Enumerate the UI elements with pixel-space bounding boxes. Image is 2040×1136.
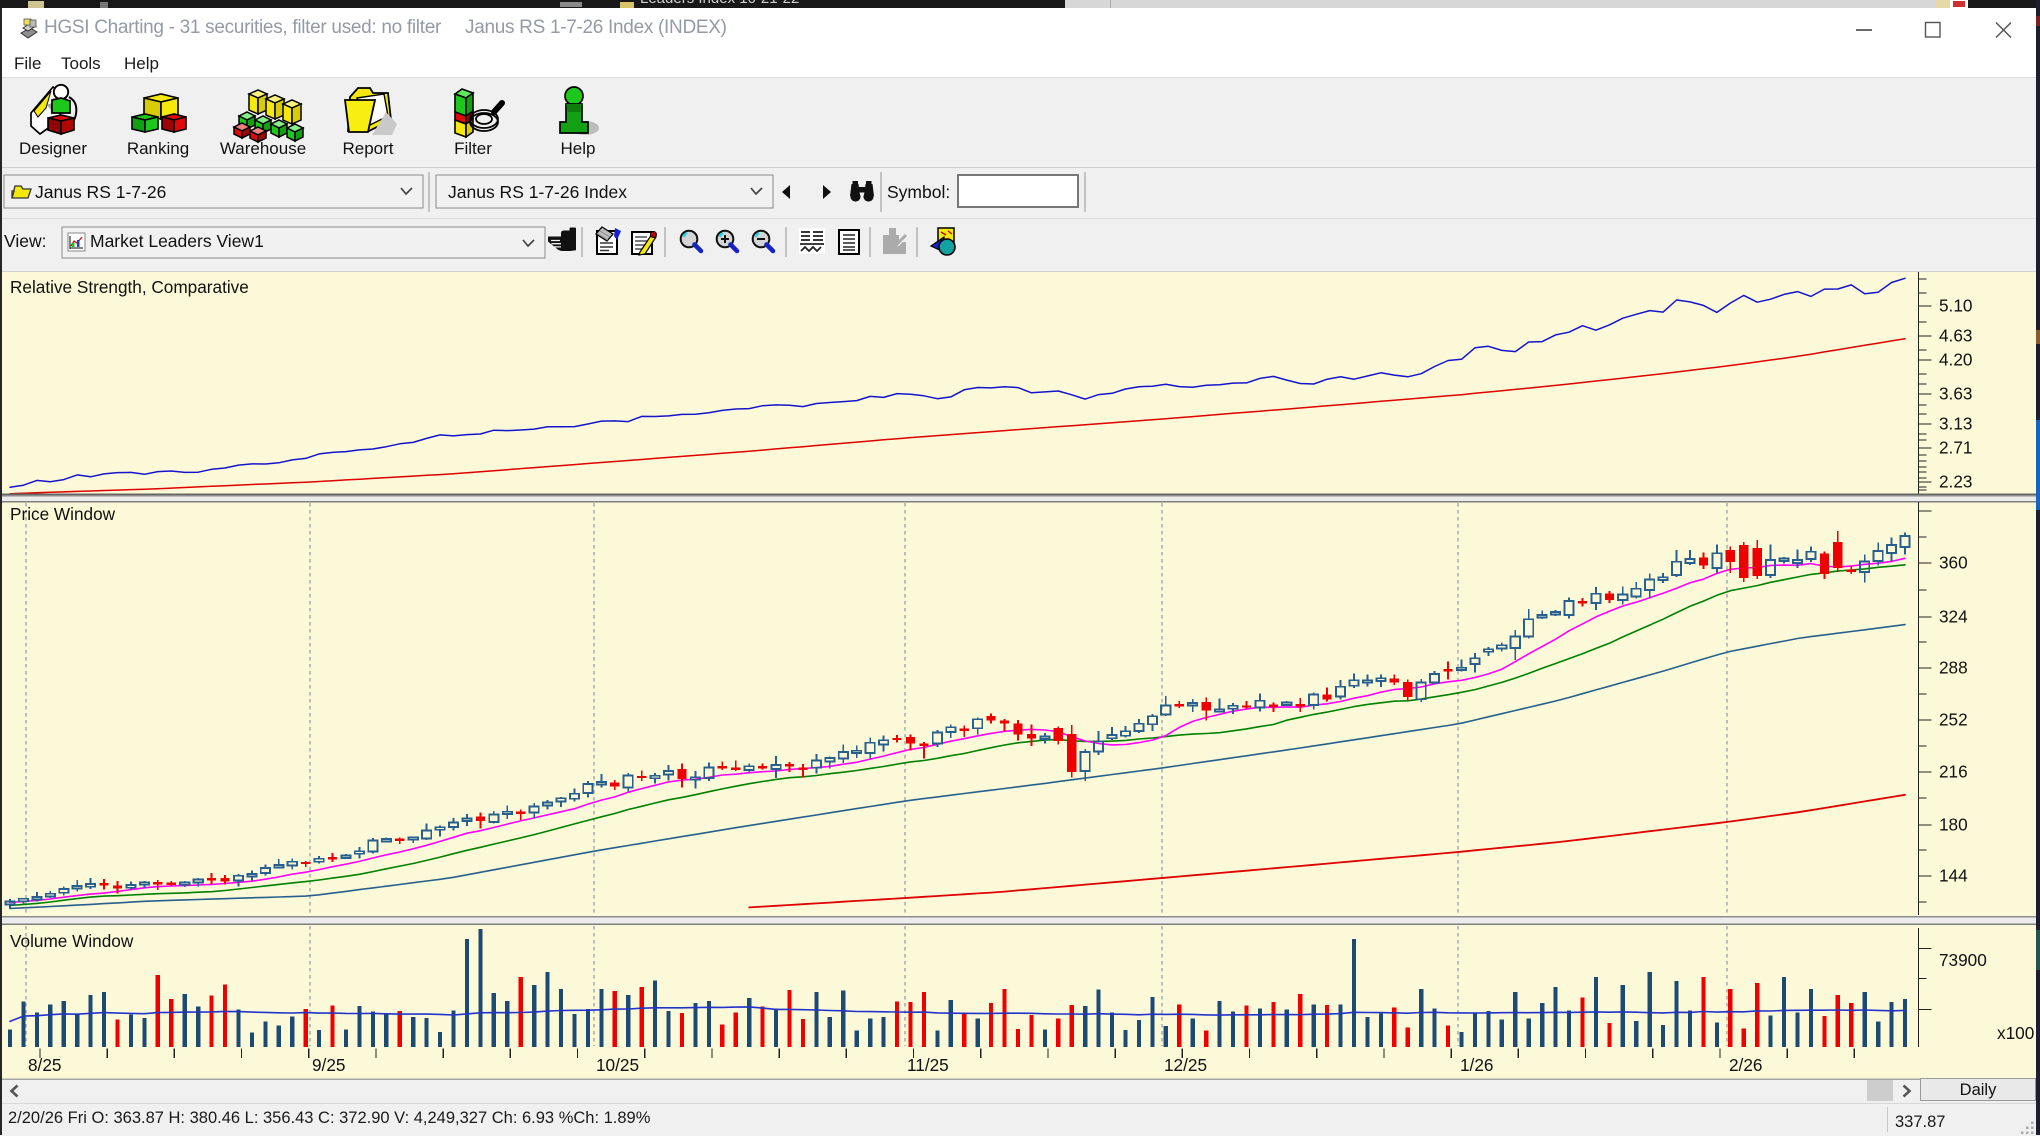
svg-text:3.63: 3.63 [1939,384,1972,404]
svg-text:3.13: 3.13 [1939,414,1972,434]
svg-text:288: 288 [1939,658,1968,678]
svg-text:Price Window: Price Window [10,504,116,524]
svg-text:1/26: 1/26 [1460,1055,1493,1075]
svg-text:4.63: 4.63 [1939,326,1972,346]
svg-text:4.20: 4.20 [1939,350,1972,370]
svg-text:180: 180 [1939,815,1968,835]
svg-text:x100: x100 [1997,1023,2034,1043]
svg-text:9/25: 9/25 [312,1055,345,1075]
svg-text:360: 360 [1939,553,1968,573]
svg-text:216: 216 [1939,762,1968,782]
svg-text:2.23: 2.23 [1939,472,1972,492]
svg-text:2.71: 2.71 [1939,438,1972,458]
svg-text:11/25: 11/25 [907,1055,949,1075]
svg-text:2/26: 2/26 [1729,1055,1762,1075]
svg-text:12/25: 12/25 [1164,1055,1207,1075]
svg-text:Volume Window: Volume Window [10,931,134,951]
svg-text:10/25: 10/25 [596,1055,639,1075]
svg-text:73900: 73900 [1939,950,1987,970]
svg-text:252: 252 [1939,710,1968,730]
svg-text:144: 144 [1939,866,1968,886]
svg-text:324: 324 [1939,607,1968,627]
svg-text:5.10: 5.10 [1939,296,1972,316]
svg-text:8/25: 8/25 [28,1055,61,1075]
svg-text:Relative Strength, Comparative: Relative Strength, Comparative [10,277,249,297]
